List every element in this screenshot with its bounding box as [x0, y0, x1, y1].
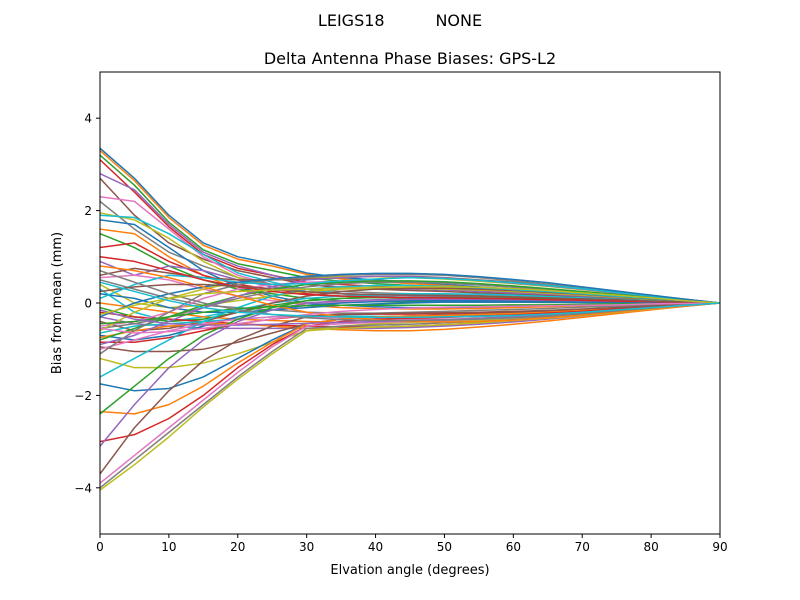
x-tick-label: 90: [712, 540, 727, 554]
series-line-60: [100, 281, 720, 319]
x-tick-label: 0: [96, 540, 104, 554]
x-axis: 0 10 20 30 40 50 60 70 80 90: [96, 534, 728, 554]
y-tick-label: −2: [74, 389, 92, 403]
y-tick-label: 2: [84, 204, 92, 218]
series-line-46: [100, 302, 720, 475]
series-line-50: [100, 274, 720, 304]
series-line-52: [100, 265, 720, 323]
chart-title: Delta Antenna Phase Biases: GPS-L2: [264, 49, 556, 68]
series-line-57: [100, 302, 720, 334]
x-tick-label: 50: [437, 540, 452, 554]
series-line-33: [100, 280, 720, 341]
series-line-40: [100, 284, 720, 378]
x-axis-label: Elvation angle (degrees): [330, 563, 489, 578]
series-line-44: [100, 302, 720, 443]
y-tick-label: −4: [74, 481, 92, 495]
series-layer: [100, 147, 720, 491]
x-tick-label: 30: [299, 540, 314, 554]
y-axis: −4 −2 0 2 4: [74, 112, 100, 495]
y-tick-label: 4: [84, 112, 92, 126]
series-line-31: [100, 299, 720, 341]
y-axis-label: Bias from mean (mm): [50, 232, 65, 374]
series-line-53: [100, 302, 720, 325]
x-tick-label: 80: [643, 540, 658, 554]
series-line-58: [100, 269, 720, 322]
figure-suptitle: LEIGS18 NONE: [318, 11, 482, 30]
x-tick-label: 60: [506, 540, 521, 554]
series-line-54: [100, 256, 720, 304]
x-tick-label: 20: [230, 540, 245, 554]
x-tick-label: 70: [575, 540, 590, 554]
series-line-59: [100, 286, 720, 316]
x-tick-label: 40: [368, 540, 383, 554]
series-line-56: [100, 283, 720, 304]
y-tick-label: 0: [84, 297, 92, 311]
x-tick-label: 10: [161, 540, 176, 554]
